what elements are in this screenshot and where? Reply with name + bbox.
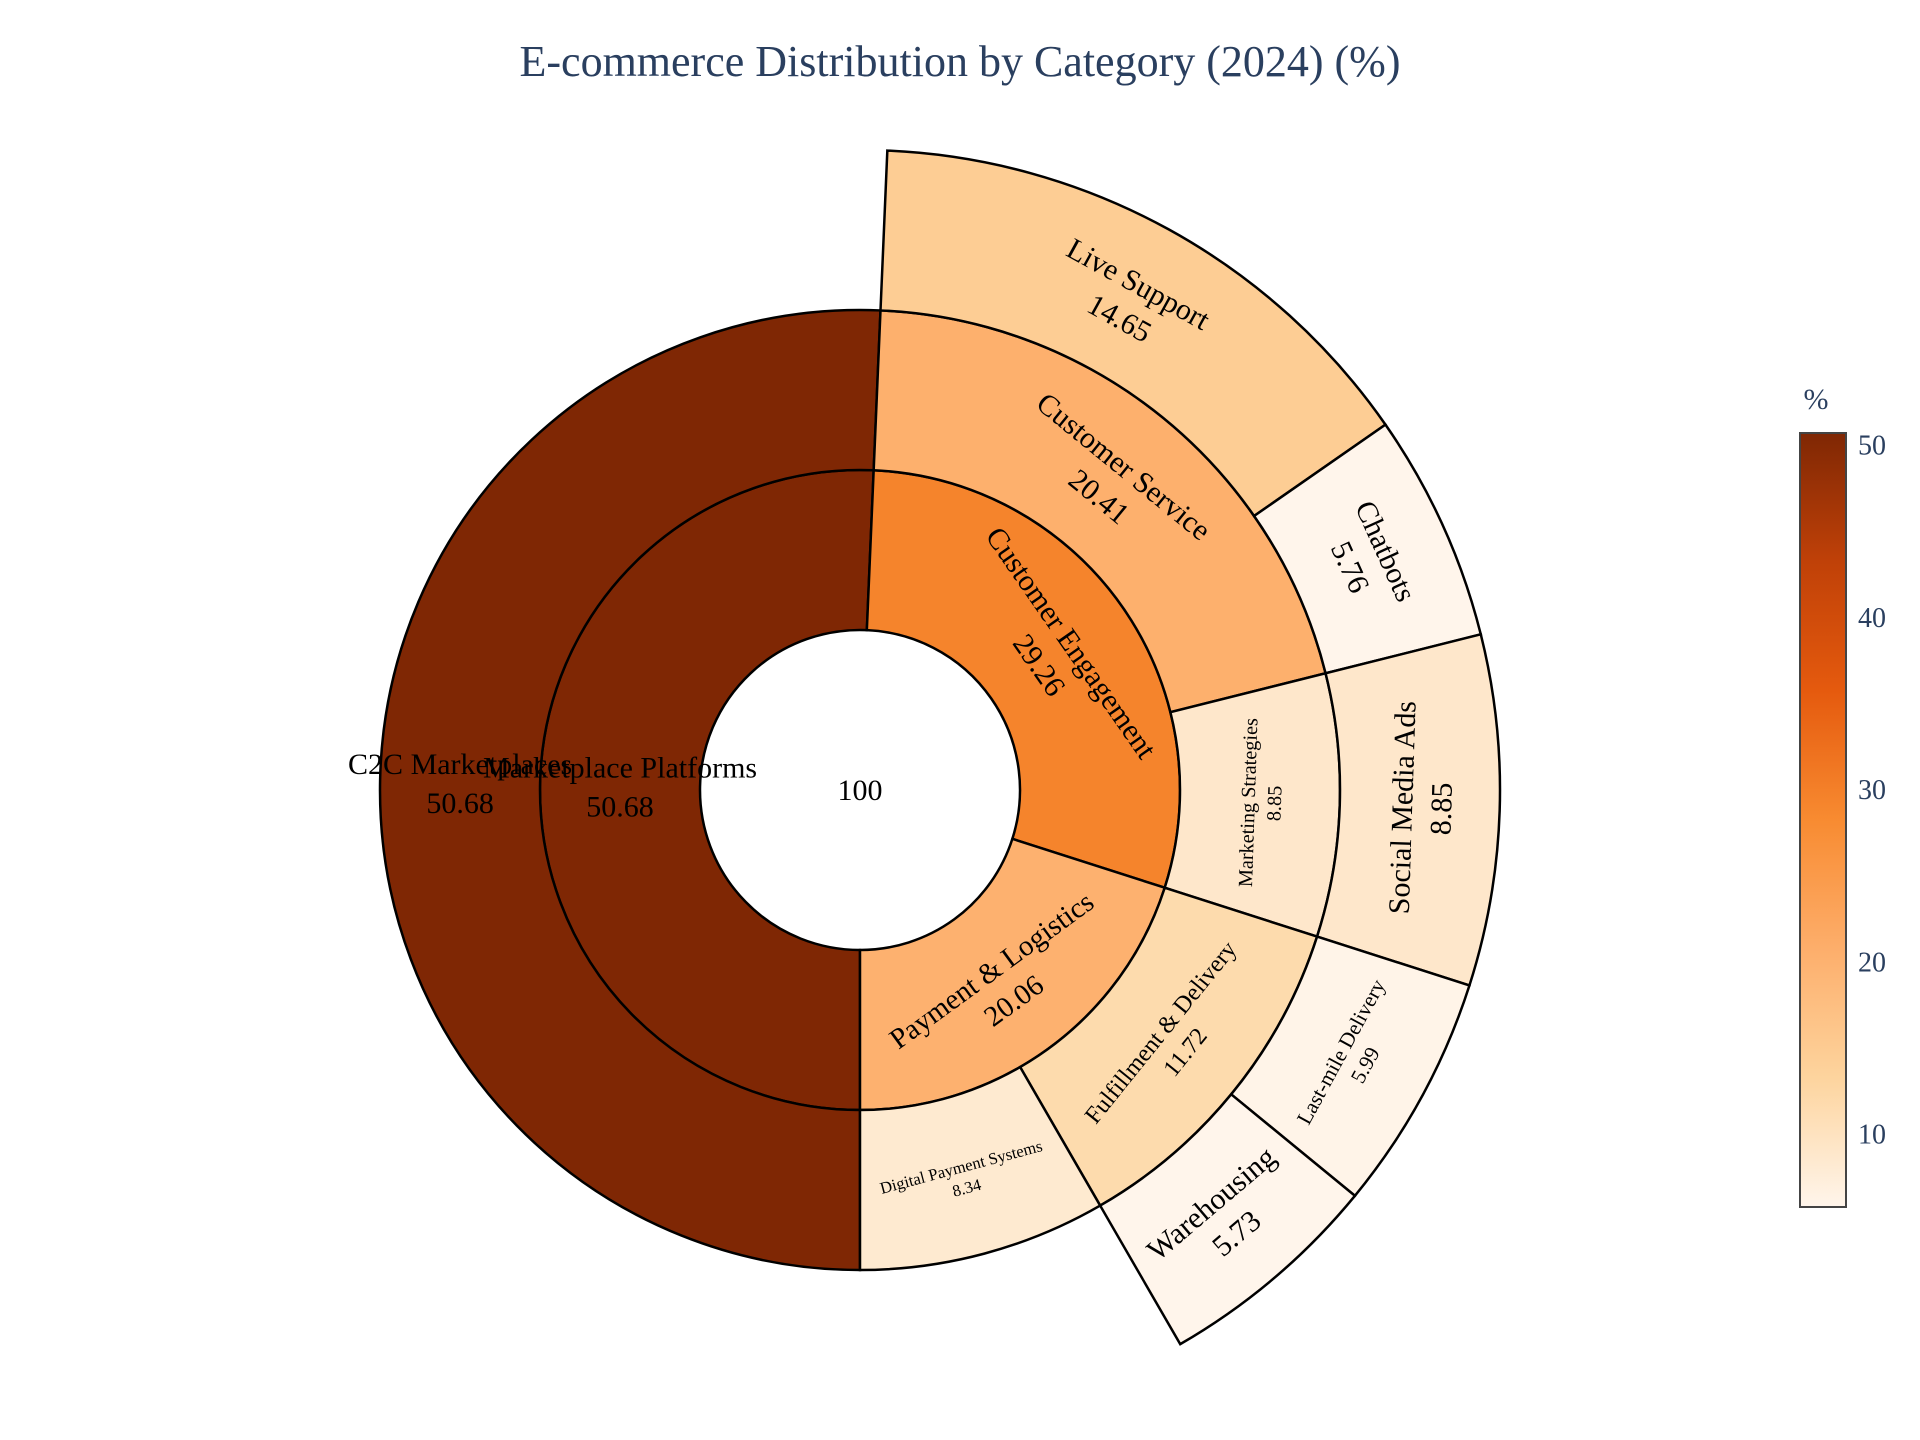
colorbar: % 10 20 30 40 50 — [1799, 383, 1886, 1208]
root-value-label: 100 — [838, 774, 883, 807]
colorbar-title: % — [1804, 383, 1829, 416]
colorbar-tick-50: 50 — [1858, 431, 1886, 462]
segment-c2c-marketplaces[interactable] — [378, 308, 882, 1272]
segment-label-marketing-strategies: Marketing Strategies — [1235, 718, 1262, 888]
colorbar-tick-20: 20 — [1858, 947, 1886, 978]
segment-label-group-marketplace-platforms: Marketplace Platforms 50.68 — [483, 751, 757, 823]
segment-warehousing[interactable] — [1098, 1092, 1357, 1346]
segment-label-group-social-media-ads: Social Media Ads 8.85 — [1383, 700, 1459, 914]
chart-title: E-commerce Distribution by Category (202… — [520, 37, 1401, 86]
colorbar-tick-40: 40 — [1858, 603, 1886, 634]
colorbar-gradient — [1799, 432, 1847, 1208]
segment-value-marketplace-platforms: 50.68 — [586, 790, 654, 823]
segment-label-social-media-ads: Social Media Ads — [1383, 700, 1423, 914]
segment-label-group-marketing-strategies: Marketing Strategies 8.85 — [1235, 718, 1287, 888]
segment-digital-payment-systems[interactable] — [858, 1065, 1102, 1272]
segment-value-marketing-strategies: 8.85 — [1263, 785, 1286, 821]
segment-label-c2c-marketplaces: C2C Marketplaces — [348, 748, 572, 781]
colorbar-tick-30: 30 — [1858, 775, 1886, 806]
segment-label-group-c2c-marketplaces: C2C Marketplaces 50.68 — [348, 748, 572, 820]
colorbar-tick-10: 10 — [1858, 1119, 1886, 1150]
segment-label-marketplace-platforms: Marketplace Platforms — [483, 751, 757, 784]
segment-value-c2c-marketplaces: 50.68 — [426, 787, 494, 820]
segment-value-social-media-ads: 8.85 — [1424, 782, 1459, 836]
